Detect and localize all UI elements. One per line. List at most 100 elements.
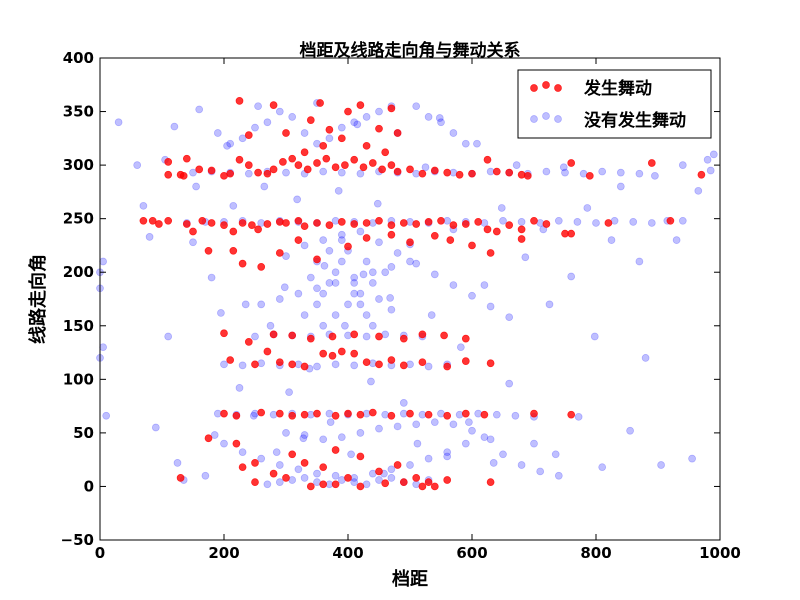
series-1-point <box>299 434 308 443</box>
series-0-point <box>294 216 303 225</box>
series-0-point <box>375 332 383 341</box>
series-0-point <box>294 236 303 244</box>
series-1-point <box>114 118 123 127</box>
series-1-point <box>424 454 433 463</box>
series-0-point <box>344 242 352 251</box>
series-1-point <box>629 218 638 226</box>
y-tick-label: 150 <box>63 317 94 335</box>
series-0-point <box>437 216 445 225</box>
series-0-point <box>220 221 228 229</box>
series-0-point <box>303 165 312 174</box>
series-1-point <box>282 168 290 177</box>
series-1-point <box>381 268 390 277</box>
series-1-point <box>331 216 340 225</box>
series-0-point <box>248 221 256 229</box>
series-1-point <box>412 102 421 111</box>
series-0-point <box>387 356 396 364</box>
series-1-point <box>486 435 495 444</box>
series-1-point <box>387 465 396 474</box>
series-0-point <box>232 411 241 420</box>
series-0-point <box>328 332 337 341</box>
series-1-point <box>300 474 309 482</box>
series-1-point <box>461 139 470 148</box>
series-0-point <box>362 141 371 150</box>
series-0-point <box>300 222 309 231</box>
series-1-point <box>406 461 414 469</box>
series-0-point <box>300 362 309 371</box>
series-1-point <box>350 118 359 127</box>
series-1-point <box>449 129 458 137</box>
series-0-point <box>381 148 390 157</box>
series-0-point <box>362 234 371 242</box>
series-1-point <box>573 218 582 226</box>
series-0-point <box>251 478 259 487</box>
series-0-point <box>492 227 501 236</box>
series-0-point <box>189 227 197 236</box>
series-1-point <box>282 252 290 261</box>
series-1-point <box>238 134 247 143</box>
legend-marker-group-0 <box>530 81 562 92</box>
series-1-point <box>350 478 359 487</box>
series-0-point <box>350 155 359 164</box>
series-0-point <box>257 408 266 417</box>
series-0-point <box>275 409 284 418</box>
series-1-point <box>133 161 142 169</box>
series-0-point <box>399 478 408 487</box>
series-0-point <box>313 159 321 167</box>
series-1-point <box>362 332 371 341</box>
series-1-point <box>359 270 368 279</box>
series-0-point <box>399 219 408 227</box>
series-1-point <box>325 246 334 255</box>
series-1-point <box>703 155 712 164</box>
series-1-point <box>474 409 483 418</box>
series-1-point <box>406 360 414 369</box>
series-1-point <box>282 429 290 437</box>
series-0-point <box>449 221 458 229</box>
series-0-point <box>406 409 414 418</box>
series-0-point <box>406 238 414 247</box>
series-1-point <box>542 167 551 176</box>
series-0-point <box>430 166 439 175</box>
series-0-point <box>313 409 321 418</box>
series-1-point <box>393 422 402 431</box>
series-1-point <box>521 253 530 262</box>
series-0-point <box>412 474 421 482</box>
series-0-point <box>446 236 455 244</box>
legend-label-0: 发生舞动 <box>583 78 652 99</box>
series-1-point <box>678 216 687 225</box>
series-1-point <box>102 411 111 420</box>
series-0-point <box>182 154 191 163</box>
series-1-point <box>406 257 414 266</box>
series-0-point <box>325 221 334 229</box>
series-1-point <box>449 281 458 289</box>
series-0-point <box>182 220 191 228</box>
series-1-point <box>375 107 383 116</box>
series-0-point <box>387 411 396 420</box>
series-0-point <box>567 410 576 419</box>
series-0-point <box>412 220 421 228</box>
series-0-point <box>443 476 452 484</box>
series-1-point <box>313 284 321 293</box>
series-0-point <box>443 411 452 420</box>
series-0-point <box>443 362 452 371</box>
series-1-point <box>347 450 355 459</box>
series-0-point <box>319 141 328 150</box>
series-1-point <box>373 199 382 208</box>
series-1-point <box>480 281 489 289</box>
series-1-point <box>213 129 222 137</box>
legend-marker <box>554 115 562 123</box>
series-0-point <box>424 410 433 419</box>
series-0-point <box>356 410 365 419</box>
series-1-point <box>598 463 607 472</box>
series-1-point <box>220 360 228 369</box>
series-1-point <box>319 321 328 330</box>
series-1-point <box>229 201 238 210</box>
series-1-point <box>331 360 340 369</box>
series-1-point <box>468 291 476 300</box>
series-1-point <box>473 139 481 148</box>
series-1-point <box>254 102 262 111</box>
series-1-point <box>257 219 266 227</box>
series-1-point <box>189 238 197 247</box>
series-0-point <box>263 347 272 356</box>
series-1-point <box>480 433 489 442</box>
